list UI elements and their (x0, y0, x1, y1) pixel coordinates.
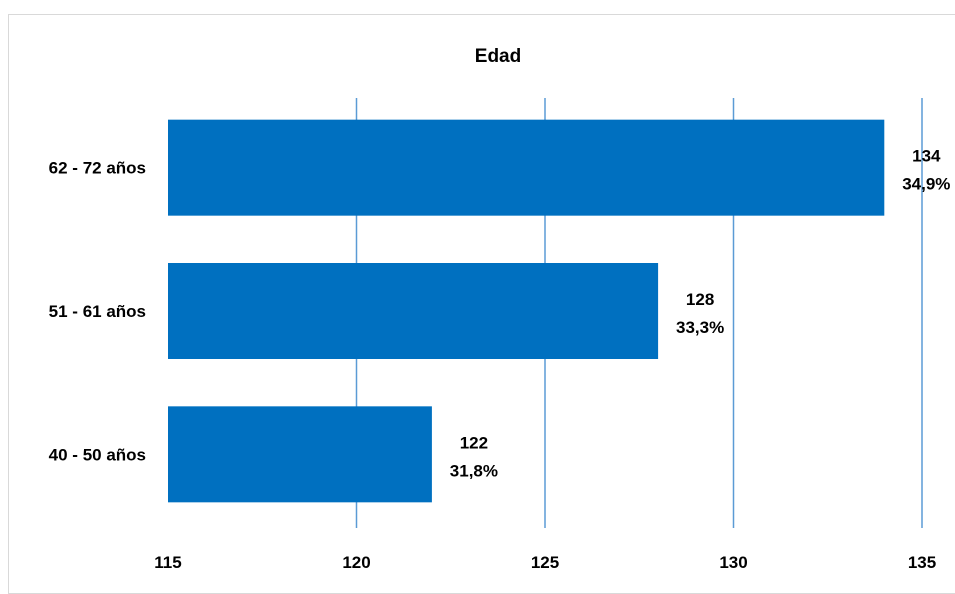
data-label-value-1: 128 (686, 290, 714, 309)
x-tick-label-130: 130 (719, 553, 747, 572)
data-label-percent-2: 31,8% (450, 461, 498, 480)
bar-1 (168, 263, 659, 359)
x-tick-label-120: 120 (342, 553, 370, 572)
label-layer: 115 120 125 130 135 62 - 72 años 134 34,9% 51 - … (49, 147, 951, 572)
bar-0 (168, 119, 885, 216)
bar-2 (168, 406, 432, 503)
data-label-percent-1: 33,3% (676, 318, 724, 337)
category-label-2: 40 - 50 años (49, 445, 146, 464)
data-label-value-0: 134 (912, 147, 941, 166)
x-tick-label-125: 125 (531, 553, 559, 572)
chart-title: Edad (475, 46, 521, 67)
data-label-value-2: 122 (460, 433, 488, 452)
data-label-percent-0: 34,9% (902, 175, 950, 194)
category-label-0: 62 - 72 años (49, 159, 146, 178)
bar-chart: Edad 115 120 125 130 135 62 - 72 años 134 34,9%… (49, 46, 951, 572)
bar-layer (168, 119, 885, 503)
category-label-1: 51 - 61 años (49, 302, 146, 321)
x-tick-label-135: 135 (908, 553, 936, 572)
x-tick-label-115: 115 (154, 553, 181, 572)
